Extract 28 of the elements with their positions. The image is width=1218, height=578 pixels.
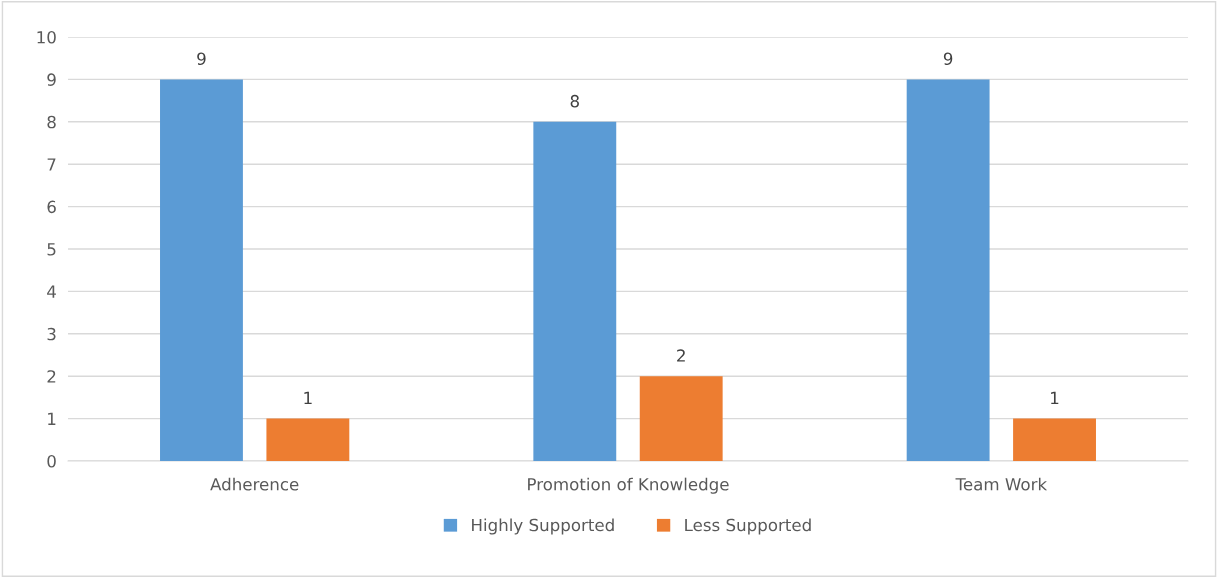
bar [266,418,350,461]
x-tick-label: Team Work [955,477,1048,491]
data-label: 9 [943,52,953,66]
bar [533,121,617,461]
bar [639,376,723,461]
y-tick-label: 10 [37,30,56,44]
y-tick-label: 7 [47,158,56,171]
data-label: 1 [1051,391,1059,405]
y-tick-label: 2 [47,370,56,383]
bar [160,79,243,461]
y-tick-label: 8 [47,115,56,129]
data-label: 8 [570,94,579,108]
data-label: 1 [304,391,312,405]
y-tick-label: 6 [47,200,56,214]
y-tick-label: 3 [47,327,56,341]
y-tick-label: 4 [47,285,56,298]
data-label: 2 [677,349,685,362]
legend-label: Less Supported [685,518,811,535]
x-tick-label: Adherence [210,477,299,491]
x-tick-label: Promotion of Knowledge [528,477,729,494]
y-tick-label: 9 [47,73,56,86]
bar [906,79,990,461]
bar [1013,418,1096,461]
y-tick-label: 1 [48,412,56,425]
data-label: 9 [197,52,206,66]
y-tick-label: 5 [47,243,56,256]
legend-label: Highly Supported [472,518,614,535]
y-tick-label: 0 [47,454,56,468]
